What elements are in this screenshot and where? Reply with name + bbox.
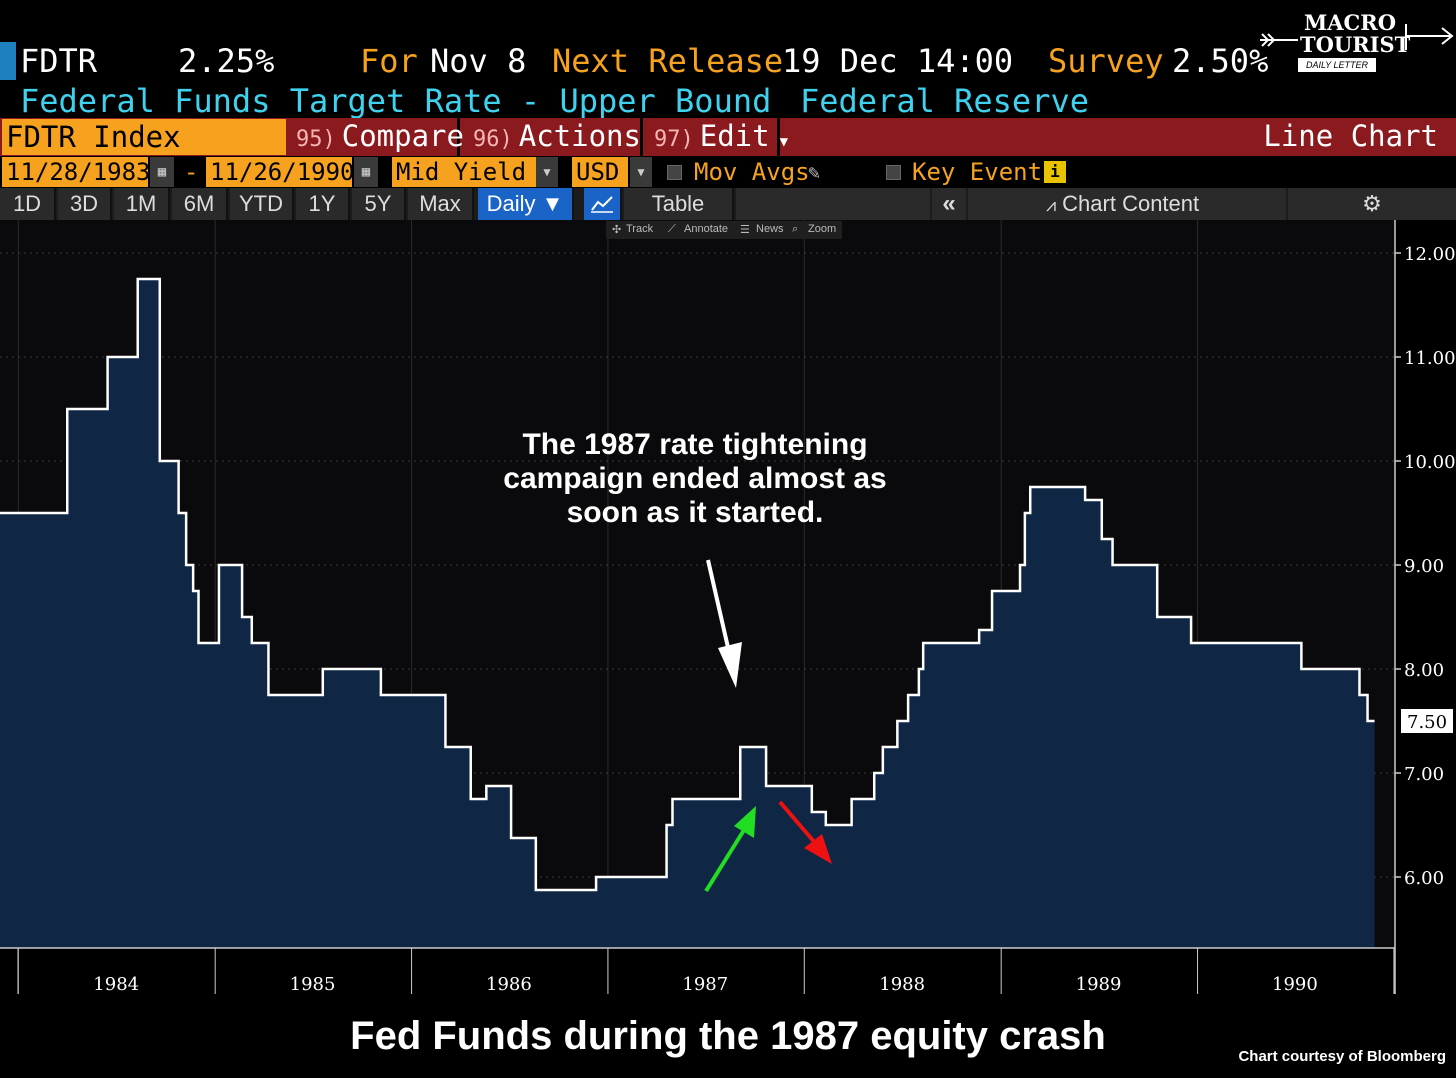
y-tick-label: 12.00 bbox=[1404, 244, 1456, 265]
next-release-value: 19 Dec 14:00 bbox=[782, 42, 1014, 80]
x-tick-label: 1990 bbox=[1272, 974, 1318, 995]
security-header: FDTR 2.25% For Nov 8 Next Release 19 Dec… bbox=[0, 38, 1290, 84]
chevron-down-icon: ▼ bbox=[779, 134, 789, 150]
chart-credit: Chart courtesy of Bloomberg bbox=[1238, 1048, 1446, 1065]
news-button[interactable]: News bbox=[756, 223, 784, 235]
ticker-symbol: FDTR bbox=[20, 42, 98, 80]
x-tick-label: 1986 bbox=[486, 974, 532, 995]
chart-content-icon: ⩘ bbox=[1046, 195, 1057, 215]
period-1y[interactable]: 1Y bbox=[296, 188, 350, 220]
source-name: Federal Reserve bbox=[800, 82, 1089, 120]
period-5y[interactable]: 5Y bbox=[352, 188, 406, 220]
calendar-icon[interactable]: ▦ bbox=[354, 157, 378, 187]
key-events-label: Key Events bbox=[912, 158, 1057, 186]
period-ytd[interactable]: YTD bbox=[230, 188, 294, 220]
y-tick-label: 11.00 bbox=[1404, 348, 1456, 369]
period-1d[interactable]: 1D bbox=[0, 188, 56, 220]
x-tick-label: 1989 bbox=[1076, 974, 1122, 995]
chart-annotation: The 1987 rate tightening campaign ended … bbox=[470, 428, 920, 530]
chevron-down-icon[interactable]: ▼ bbox=[630, 157, 652, 187]
zoom-icon[interactable]: ⌕ bbox=[792, 223, 799, 235]
x-tick-label: 1987 bbox=[682, 974, 728, 995]
for-date: Nov 8 bbox=[430, 42, 527, 80]
frequency-select[interactable]: Daily ▼ bbox=[478, 188, 574, 220]
logo-word-macro: MACRO bbox=[1304, 10, 1396, 35]
track-button[interactable]: Track bbox=[626, 223, 654, 235]
chevron-down-icon[interactable]: ▼ bbox=[536, 157, 558, 187]
x-tick-label: 1985 bbox=[290, 974, 336, 995]
annotate-icon[interactable]: ⟋ bbox=[668, 223, 676, 235]
series-area bbox=[0, 279, 1375, 948]
green-arrowhead bbox=[734, 806, 756, 838]
track-icon[interactable]: ✣ bbox=[612, 224, 622, 236]
key-events-checkbox[interactable] bbox=[886, 165, 901, 180]
survey-value: 2.50% bbox=[1172, 42, 1269, 80]
actions-menu[interactable]: 96)Actions▼ bbox=[463, 118, 659, 156]
security-input[interactable]: FDTR Index bbox=[2, 119, 286, 155]
logo-tagline: DAILY LETTER bbox=[1298, 58, 1376, 72]
pencil-icon[interactable]: ✎ bbox=[808, 160, 821, 184]
mov-avgs-checkbox[interactable] bbox=[667, 165, 682, 180]
table-button[interactable]: Table bbox=[624, 188, 734, 220]
macro-tourist-logo: MACRO TOURIST DAILY LETTER bbox=[1258, 6, 1454, 78]
arrow-logo-icon bbox=[1260, 24, 1454, 50]
fed-funds-chart[interactable]: 6.00 7.00 8.00 9.00 10.00 11.00 12.00 7.50 1984 1… bbox=[0, 220, 1456, 1000]
collapse-icon[interactable]: « bbox=[932, 188, 966, 220]
command-toolbar: FDTR Index 95)Compare 96)Actions▼ 97)Edi… bbox=[0, 118, 1456, 156]
period-3d[interactable]: 3D bbox=[58, 188, 112, 220]
chart-type-label[interactable]: Line Chart bbox=[1263, 119, 1438, 153]
period-6m[interactable]: 6M bbox=[172, 188, 228, 220]
next-release-label: Next Release bbox=[552, 42, 784, 80]
chart-content-button[interactable]: ⩘ Chart Content bbox=[968, 188, 1286, 220]
chart-mini-toolbar: ✣ Track ⟋ Annotate ☰ News ⌕ Zoom bbox=[606, 221, 842, 239]
y-tick-label: 6.00 bbox=[1404, 868, 1444, 889]
gear-icon[interactable]: ⚙ bbox=[1288, 188, 1456, 220]
period-1m[interactable]: 1M bbox=[114, 188, 170, 220]
field-select[interactable]: Mid Yield bbox=[392, 157, 536, 187]
spacer bbox=[736, 188, 930, 220]
series-line bbox=[0, 277, 1375, 892]
security-description: Federal Funds Target Rate - Upper Bound … bbox=[0, 80, 1290, 120]
line-chart-icon[interactable] bbox=[584, 188, 622, 220]
annotation-arrowhead bbox=[718, 642, 742, 688]
for-label: For bbox=[360, 42, 418, 80]
end-date-input[interactable]: 11/26/1990 bbox=[206, 157, 355, 187]
date-range-bar: 11/28/1983 ▦ - 11/26/1990 ▦ Mid Yield ▼ … bbox=[0, 156, 1456, 188]
zoom-button[interactable]: Zoom bbox=[808, 223, 837, 235]
y-tick-label: 10.00 bbox=[1404, 452, 1456, 473]
info-icon[interactable]: i bbox=[1044, 161, 1066, 183]
x-tick-label: 1984 bbox=[93, 974, 139, 995]
y-tick-label: 7.00 bbox=[1404, 764, 1444, 785]
current-value: 2.25% bbox=[178, 42, 275, 80]
red-arrow bbox=[778, 800, 818, 846]
green-arrow bbox=[704, 828, 746, 893]
annotation-line: The 1987 rate tightening bbox=[522, 428, 868, 461]
red-arrowhead bbox=[804, 834, 832, 864]
annotation-line: soon as it started. bbox=[566, 496, 824, 529]
annotation-line: campaign ended almost as bbox=[503, 462, 887, 495]
ticker-marker bbox=[0, 42, 16, 80]
figure-caption: Fed Funds during the 1987 equity crash bbox=[350, 1014, 1106, 1058]
edit-menu[interactable]: 97) Edit ▼ bbox=[646, 118, 788, 156]
logo-word-tourist: TOURIST bbox=[1300, 32, 1411, 57]
chevron-down-icon: ▼ bbox=[541, 191, 564, 216]
period-bar: 1D 3D 1M 6M YTD 1Y 5Y Max Daily ▼ Table … bbox=[0, 188, 1456, 220]
date-separator: - bbox=[184, 158, 199, 186]
y-tick-label: 9.00 bbox=[1404, 556, 1444, 577]
x-tick-label: 1988 bbox=[879, 974, 925, 995]
last-value-box bbox=[1401, 709, 1453, 733]
security-name: Federal Funds Target Rate - Upper Bound bbox=[20, 82, 772, 120]
survey-label: Survey bbox=[1048, 42, 1164, 80]
calendar-icon[interactable]: ▦ bbox=[150, 157, 174, 187]
annotate-button[interactable]: Annotate bbox=[684, 223, 729, 235]
start-date-input[interactable]: 11/28/1983 bbox=[2, 157, 151, 187]
news-icon[interactable]: ☰ bbox=[740, 224, 750, 236]
y-tick-label: 8.00 bbox=[1404, 660, 1444, 681]
compare-button[interactable]: 95) Compare bbox=[288, 118, 464, 156]
last-value-label: 7.50 bbox=[1407, 712, 1447, 733]
currency-select[interactable]: USD bbox=[572, 157, 628, 187]
mov-avgs-label: Mov Avgs bbox=[694, 158, 810, 186]
period-max[interactable]: Max bbox=[408, 188, 474, 220]
